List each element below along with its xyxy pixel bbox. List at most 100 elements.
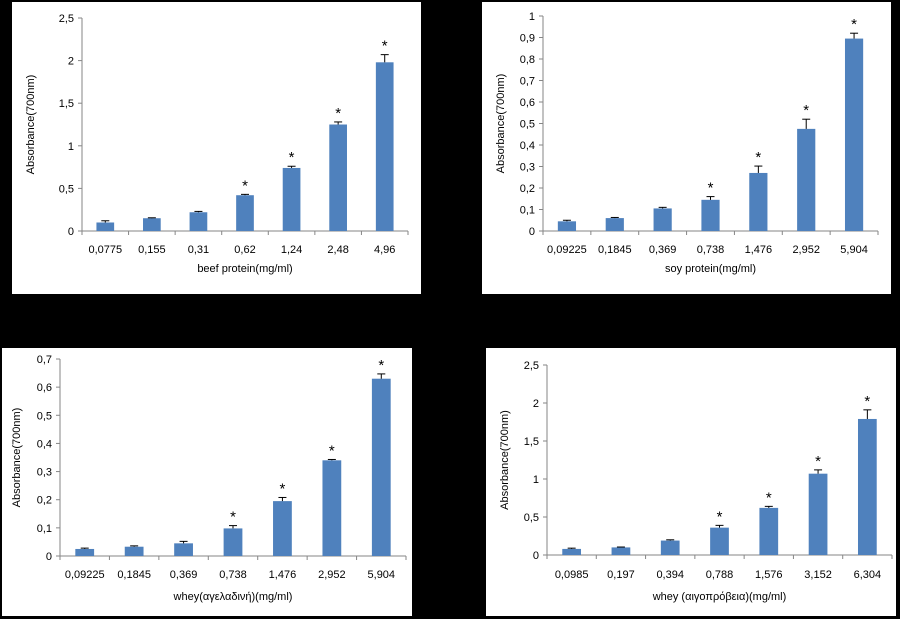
x-tick-label: 2,48 [327, 244, 348, 256]
x-tick-label: 0,369 [170, 569, 198, 581]
x-tick-label: 0,197 [607, 569, 635, 581]
bar [701, 199, 720, 231]
y-tick-label: 1 [529, 11, 535, 23]
chart-beef-protein: 0 0,5 1 1,5 2 2,5 0,0775 0,155 0,31 * 0,62 * 1,24 * 2,… [25, 13, 409, 275]
significance-star: * [242, 177, 248, 194]
bar [371, 378, 391, 556]
y-tick-label: 2,5 [524, 360, 539, 372]
x-tick-label: 0,0985 [555, 569, 589, 581]
chart-panel-whey-cow: 0 0,1 0,2 0,3 0,4 0,5 0,6 0,7 0,09225 0,1845 0,369… [2, 348, 412, 616]
significance-star: * [378, 357, 384, 374]
significance-star: * [289, 149, 295, 166]
y-tick-label: 2 [68, 56, 74, 68]
y-tick-label: 1,5 [524, 436, 539, 448]
x-tick-label: 1,576 [755, 569, 783, 581]
bar [329, 124, 347, 231]
y-tick-label: 2,5 [59, 13, 74, 25]
bar [605, 218, 624, 231]
bar [96, 222, 115, 231]
x-tick-label: 0,369 [649, 244, 677, 256]
y-tick-label: 0,5 [59, 183, 74, 195]
x-tick-label: 2,952 [318, 569, 346, 581]
bar [124, 546, 144, 556]
y-tick-label: 0 [68, 226, 74, 238]
y-tick-label: 0,2 [520, 183, 535, 195]
x-tick-label: 5,904 [368, 569, 396, 581]
y-tick-label: 0,6 [520, 97, 535, 109]
y-tick-label: 0,3 [37, 467, 52, 479]
y-tick-label: 0,5 [37, 410, 52, 422]
significance-star: * [335, 105, 341, 122]
y-tick-label: 0,4 [37, 438, 52, 450]
significance-star: * [708, 180, 714, 197]
x-tick-label: 0,788 [706, 569, 734, 581]
x-tick-label: 0,1845 [598, 244, 632, 256]
y-axis-label: Absorbance(700nm) [495, 74, 507, 174]
chart-whey-cow: 0 0,1 0,2 0,3 0,4 0,5 0,6 0,7 0,09225 0,1845 0,369… [11, 354, 407, 603]
bar [857, 418, 877, 555]
x-tick-label: 2,952 [792, 244, 820, 256]
chart-soy-protein: 0 0,1 0,2 0,3 0,4 0,5 0,6 0,7 0,8 0,9 1 0,09225 0,18… [495, 11, 879, 275]
x-tick-label: 0,155 [138, 244, 166, 256]
x-tick-label: 0,738 [697, 244, 725, 256]
x-axis-label: soy protein(mg/ml) [665, 263, 756, 275]
y-tick-label: 1,5 [59, 98, 74, 110]
y-axis-label: Absorbance(700nm) [25, 75, 37, 175]
y-tick-label: 0 [529, 226, 535, 238]
x-tick-label: 0,394 [656, 569, 684, 581]
x-axis-label: whey (αιγοπρόβεια)(mg/ml) [652, 591, 787, 603]
y-tick-label: 1 [68, 141, 74, 153]
significance-star: * [382, 38, 388, 55]
bar [174, 543, 193, 556]
significance-star: * [717, 508, 723, 525]
significance-star: * [864, 393, 870, 410]
bar [375, 62, 394, 231]
y-axis-label: Absorbance(700nm) [499, 410, 511, 510]
bar [808, 473, 828, 555]
y-tick-label: 0,8 [520, 54, 535, 66]
bar [282, 167, 301, 231]
bar [759, 507, 779, 555]
y-tick-label: 0,1 [37, 523, 52, 535]
bar [236, 195, 254, 231]
significance-star: * [815, 453, 821, 470]
significance-star: * [230, 509, 236, 526]
y-tick-label: 0 [533, 550, 539, 562]
x-tick-label: 6,304 [854, 569, 882, 581]
x-tick-label: 4,96 [374, 244, 395, 256]
x-tick-label: 0,09225 [547, 244, 587, 256]
y-tick-label: 0,1 [520, 205, 535, 217]
x-axis-label: whey(αγελαδινή)(mg/ml) [173, 591, 293, 603]
x-tick-label: 0,0775 [88, 244, 122, 256]
bar [322, 460, 342, 556]
significance-star: * [755, 149, 761, 166]
x-tick-label: 1,24 [281, 244, 302, 256]
bar [273, 501, 292, 556]
y-tick-label: 0,5 [520, 119, 535, 131]
y-tick-label: 0,2 [37, 495, 52, 507]
y-tick-label: 0,3 [520, 162, 535, 174]
chart-panel-soy: 0 0,1 0,2 0,3 0,4 0,5 0,6 0,7 0,8 0,9 1 0,09225 0,18… [482, 2, 891, 294]
significance-star: * [803, 102, 809, 119]
significance-star: * [280, 480, 286, 497]
x-tick-label: 5,904 [840, 244, 868, 256]
bar [611, 547, 631, 555]
bar [653, 208, 672, 231]
x-tick-label: 0,09225 [65, 569, 105, 581]
x-tick-label: 0,1845 [117, 569, 151, 581]
bar [844, 38, 864, 232]
significance-star: * [851, 16, 857, 33]
x-tick-label: 0,738 [219, 569, 247, 581]
y-tick-label: 0,4 [520, 140, 535, 152]
bar [562, 548, 582, 555]
x-tick-label: 1,476 [269, 569, 297, 581]
significance-star: * [329, 442, 335, 459]
y-tick-label: 0,9 [520, 33, 535, 45]
bar [143, 218, 161, 231]
y-tick-label: 2 [533, 398, 539, 410]
bar [797, 128, 816, 231]
significance-star: * [766, 489, 772, 506]
y-tick-label: 0,5 [524, 512, 539, 524]
x-tick-label: 0,62 [234, 244, 255, 256]
y-axis-label: Absorbance(700nm) [11, 408, 23, 508]
